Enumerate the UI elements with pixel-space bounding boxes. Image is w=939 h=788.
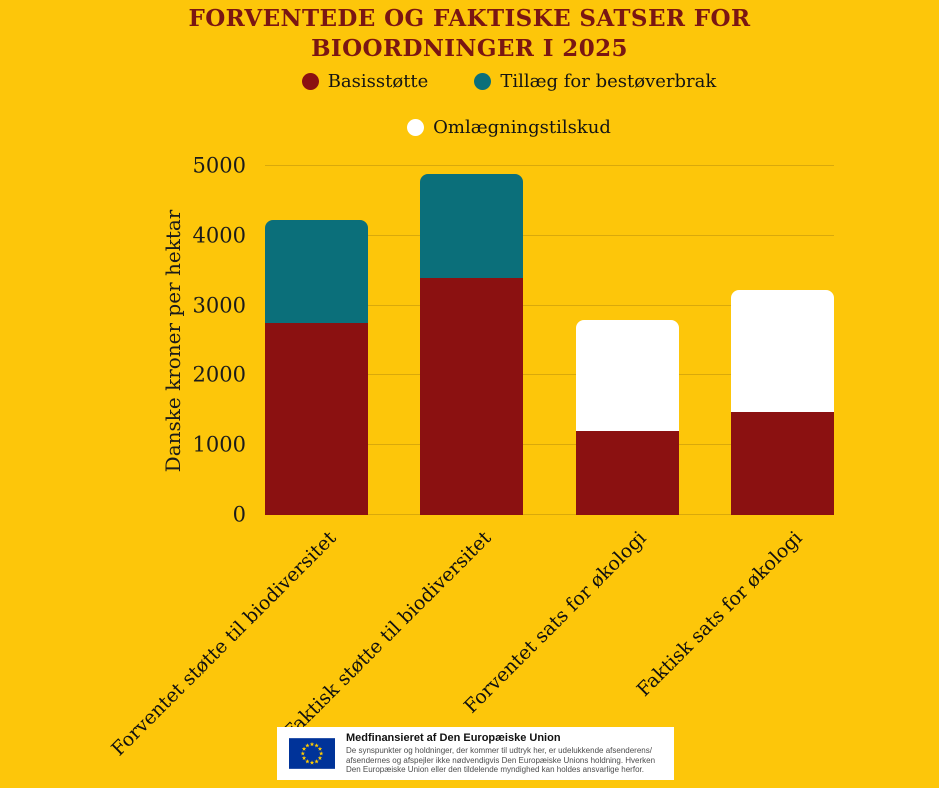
gridline xyxy=(265,374,834,376)
y-axis-tick-label: 1000 xyxy=(192,432,246,457)
gridline xyxy=(265,444,834,446)
bar-3 xyxy=(575,320,679,515)
legend-swatch-tillaeg-icon xyxy=(474,73,492,90)
legend-item-basisstotte: Basisstøtte xyxy=(301,71,429,92)
bar-segment xyxy=(575,320,679,432)
legend-row-1: Basisstøtte Tillæg for bestøverbrak xyxy=(79,71,939,92)
eu-notice-text: Medfinansieret af Den Europæiske Union D… xyxy=(346,732,655,775)
eu-flag-icon xyxy=(289,738,335,769)
eu-notice-body-line1: De synspunkter og holdninger, der kommer… xyxy=(346,746,652,756)
bar-segment xyxy=(731,289,834,412)
gridline xyxy=(265,304,834,306)
y-axis-tick-label: 4000 xyxy=(192,223,246,248)
chart-title-line2: BIOORDNINGER I 2025 xyxy=(311,35,628,62)
y-axis-ticks: 0 1000 2000 3000 4000 5000 xyxy=(165,155,250,525)
eu-notice-body-line2: afsendernes og afspejler ikke nødvendigv… xyxy=(346,755,656,765)
bar-segment xyxy=(575,431,679,515)
bar-segment xyxy=(420,173,524,278)
legend-label-tillaeg: Tillæg for bestøverbrak xyxy=(500,71,717,92)
gridline xyxy=(265,234,834,236)
bar-segment xyxy=(265,220,368,324)
chart-title: FORVENTEDE OG FAKTISKE SATSER FOR BIOORD… xyxy=(0,4,939,64)
gridline xyxy=(265,514,834,515)
legend-swatch-omlaegning-icon xyxy=(407,119,425,136)
bar-2 xyxy=(420,173,524,515)
legend-label-basisstotte: Basisstøtte xyxy=(327,71,429,92)
y-axis-tick-label: 0 xyxy=(232,502,246,527)
y-axis-tick-label: 2000 xyxy=(192,362,246,387)
legend-item-omlaegning: Omlægningstilskud xyxy=(407,117,611,138)
gridline xyxy=(265,165,834,166)
legend-swatch-basisstotte-icon xyxy=(301,73,319,90)
eu-notice-body-line3: Den Europæiske Union eller den tildelend… xyxy=(346,765,644,775)
bar-1 xyxy=(265,220,368,515)
y-axis-tick-label: 3000 xyxy=(192,293,246,318)
legend-label-omlaegning: Omlægningstilskud xyxy=(433,117,611,138)
eu-funding-notice: Medfinansieret af Den Europæiske Union D… xyxy=(277,727,674,780)
chart-title-line1: FORVENTEDE OG FAKTISKE SATSER FOR xyxy=(188,5,751,32)
eu-notice-title: Medfinansieret af Den Europæiske Union xyxy=(346,732,561,745)
bar-segment xyxy=(731,411,834,515)
bar-4 xyxy=(731,289,834,515)
legend-item-tillaeg: Tillæg for bestøverbrak xyxy=(474,71,716,92)
eu-notice-body: De synspunkter og holdninger, der kommer… xyxy=(346,746,655,775)
plot-area: Forventet støtte til biodiversitet Faktis… xyxy=(107,165,834,760)
bar-segment xyxy=(265,323,368,515)
legend-row-2: Omlægningstilskud xyxy=(79,117,939,138)
bar-segment xyxy=(420,277,524,515)
y-axis-tick-label: 5000 xyxy=(192,153,246,178)
